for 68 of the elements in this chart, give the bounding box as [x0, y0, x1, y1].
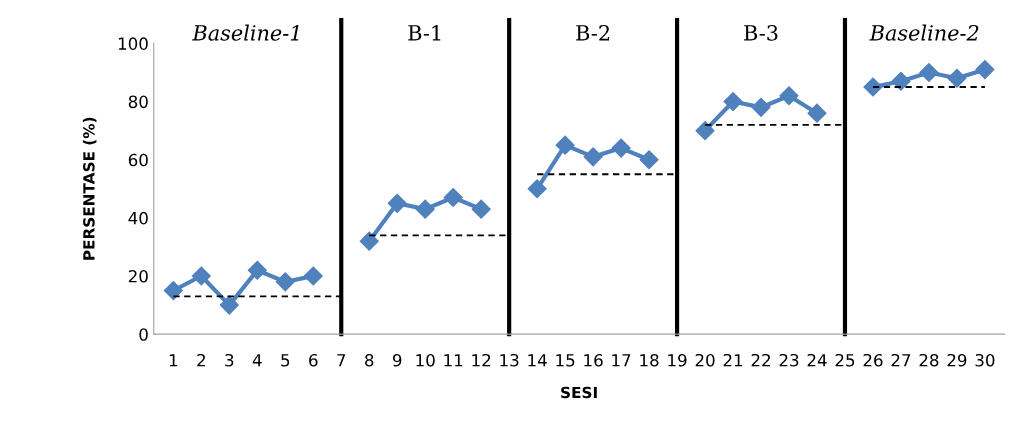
point — [723, 92, 743, 112]
x-tick-label: 21 — [723, 353, 743, 367]
x-tick-label: 28 — [919, 353, 939, 367]
x-tick-label: 24 — [807, 353, 827, 367]
x-tick-label: 6 — [309, 353, 318, 367]
text: Baseline-2 — [869, 24, 979, 41]
x-tick-label: 2 — [197, 353, 205, 367]
x-tick-label: 10 — [416, 353, 435, 367]
x-tick-label: 15 — [556, 354, 575, 367]
x-tick-label: 26 — [863, 353, 883, 367]
y-tick-label: 40 — [128, 211, 148, 225]
point — [975, 60, 995, 80]
x-tick-label: 30 — [975, 353, 995, 367]
x-tick-label: 18 — [640, 353, 659, 367]
x-tick-label: 9 — [392, 353, 402, 367]
point — [415, 199, 435, 219]
point — [555, 135, 575, 155]
point — [527, 179, 547, 199]
x-tick-label: 17 — [612, 354, 631, 367]
point — [191, 266, 211, 286]
point — [359, 231, 379, 251]
x-tick-label: 23 — [779, 353, 799, 367]
point — [779, 86, 799, 106]
x-tick-label: 22 — [751, 353, 770, 367]
x-tick-label: 13 — [500, 353, 519, 367]
point — [919, 62, 939, 83]
x-tick-label: 1 — [169, 354, 178, 367]
point — [947, 68, 967, 88]
point — [611, 138, 631, 158]
x-tick-label: 19 — [668, 353, 687, 367]
y-tick-label: 100 — [118, 37, 148, 50]
point — [751, 97, 771, 117]
x-tick-label: 3 — [225, 353, 234, 367]
x-tick-label: 8 — [365, 353, 374, 367]
point — [163, 281, 183, 301]
x-tick-label: 14 — [528, 354, 547, 367]
y-tick-label: 60 — [128, 153, 148, 167]
x-tick-label: 25 — [835, 353, 855, 367]
point — [387, 193, 407, 213]
text: B-3 — [744, 24, 778, 41]
x-tick-label: 16 — [584, 353, 603, 367]
text: B-1 — [408, 24, 441, 41]
point — [247, 260, 267, 280]
point — [275, 272, 295, 292]
x-tick-label: 7 — [337, 354, 346, 367]
x-tick-label: 5 — [281, 354, 290, 367]
x-tick-label: 29 — [947, 353, 967, 367]
y-tick-label: 20 — [128, 269, 148, 283]
point — [807, 103, 827, 123]
y-tick-label: 80 — [128, 95, 148, 109]
point — [583, 147, 603, 167]
y-tick-label: 0 — [139, 328, 148, 341]
point — [891, 71, 911, 91]
x-tick-label: 27 — [891, 353, 911, 367]
point — [639, 150, 659, 170]
x-tick-label: 4 — [252, 354, 262, 367]
point — [219, 295, 239, 315]
x-tick-label: 20 — [695, 353, 715, 367]
x-tick-label: 12 — [472, 353, 491, 367]
point — [471, 199, 491, 219]
x-tick-label: 11 — [444, 354, 463, 367]
y-axis-title: PERSENTASE (%) — [82, 117, 97, 260]
point — [695, 121, 715, 141]
text: Baseline-1 — [192, 24, 299, 41]
point — [303, 266, 323, 286]
point — [443, 187, 463, 208]
x-axis-title: SESI — [561, 386, 597, 399]
text: B-2 — [576, 24, 610, 41]
